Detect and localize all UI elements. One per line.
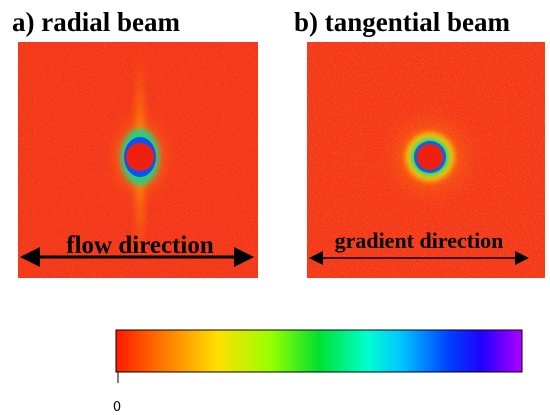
figure: a) radial beam b) tangential beam flow d…	[0, 0, 550, 415]
colorbar-tick-label: 0	[113, 400, 121, 415]
direction-label: gradient direction	[335, 228, 504, 253]
panel-title: b) tangential beam	[294, 7, 511, 37]
panel-title: a) radial beam	[12, 7, 180, 37]
colorbar	[116, 330, 522, 372]
direction-label: flow direction	[66, 232, 214, 259]
